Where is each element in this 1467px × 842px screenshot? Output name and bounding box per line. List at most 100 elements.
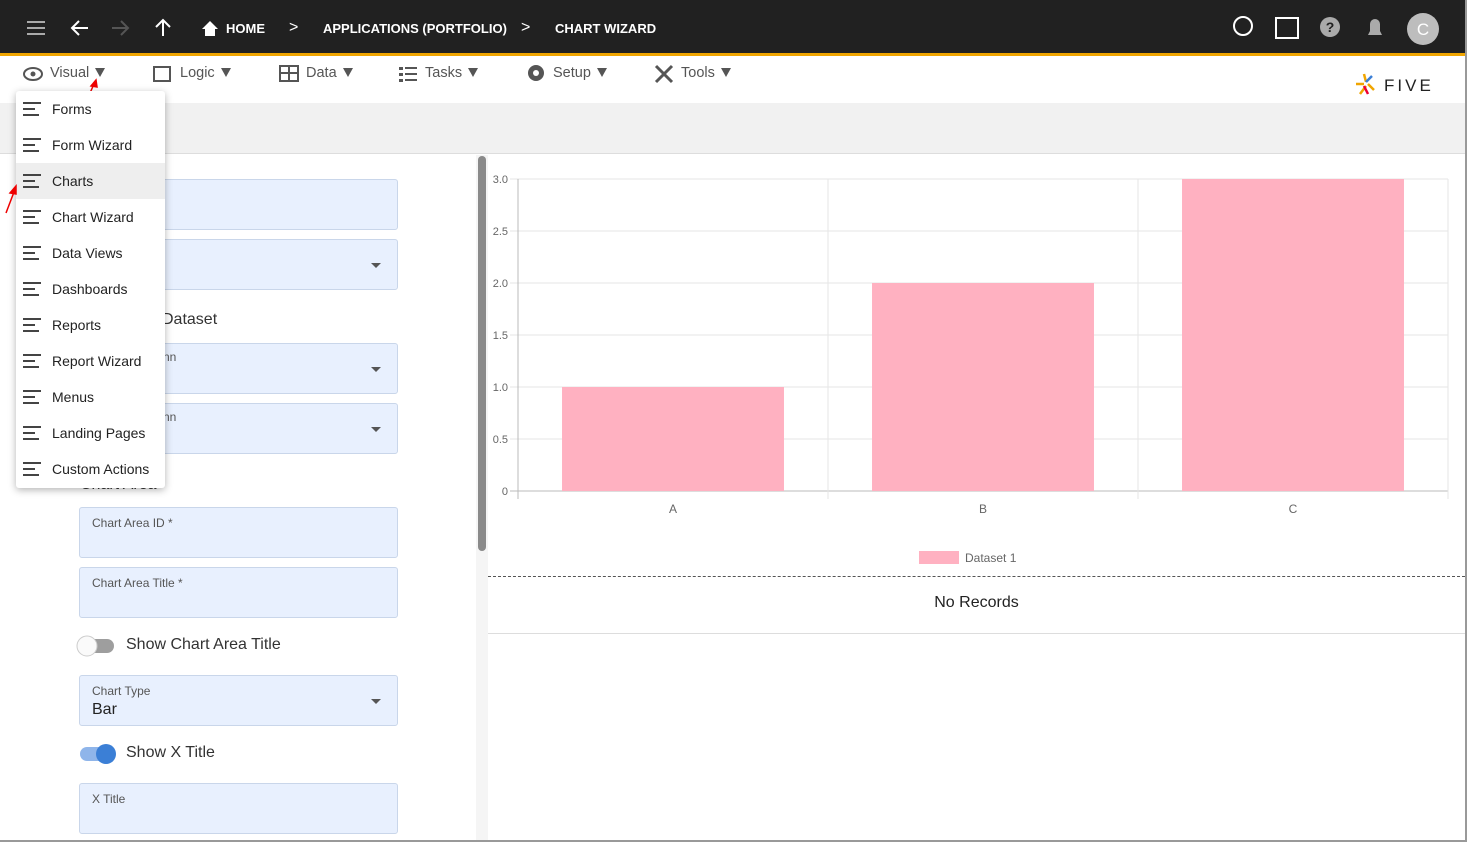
- bar: [1182, 179, 1404, 491]
- avatar[interactable]: C: [1405, 11, 1441, 47]
- menu-tasks[interactable]: Tasks: [425, 65, 479, 81]
- menu-item[interactable]: Landing Pages: [16, 415, 165, 451]
- menu-item[interactable]: Dashboards: [16, 271, 165, 307]
- scrollbar-thumb[interactable]: [478, 156, 486, 551]
- menu-icon: [23, 100, 41, 118]
- menu-icon: [23, 136, 41, 154]
- toolbar-strip: [0, 103, 1465, 154]
- menu-icon: [23, 388, 41, 406]
- menu-item-label: Custom Actions: [52, 461, 150, 477]
- menu-item-label: Dashboards: [52, 281, 128, 297]
- menu-bar: Visual Logic Data Tasks Setup Tools FIVE: [0, 56, 1467, 103]
- y-tick-label: 3.0: [493, 174, 508, 186]
- menu-label: Tools: [681, 65, 715, 81]
- menu-icon: [23, 244, 41, 262]
- text-field[interactable]: X Title: [79, 783, 398, 834]
- svg-text:?: ?: [1326, 19, 1335, 35]
- nav-icons: [27, 18, 218, 36]
- menu-item[interactable]: Data Views: [16, 235, 165, 271]
- menu-data[interactable]: Data: [306, 65, 353, 81]
- logo-text: FIVE: [1384, 76, 1434, 95]
- menu-item[interactable]: Menus: [16, 379, 165, 415]
- section-heading: Dataset: [162, 311, 218, 328]
- y-tick-label: 2.0: [493, 278, 508, 290]
- menu-item-label: Menus: [52, 389, 95, 405]
- breadcrumb[interactable]: APPLICATIONS (PORTFOLIO): [323, 21, 507, 36]
- y-tick-label: 0.5: [493, 434, 508, 446]
- x-tick-label: B: [979, 502, 987, 516]
- dropdown-menu: Forms Form Wizard Charts Chart Wizard Data V…: [16, 91, 165, 488]
- toggle-off[interactable]: [76, 633, 120, 659]
- annotation-arrow: [5, 183, 17, 214]
- select-field[interactable]: Chart Type Bar: [79, 675, 398, 726]
- field-label: Chart Area ID *: [92, 516, 173, 530]
- menu-visual[interactable]: Visual: [50, 65, 106, 81]
- menu-item-label: Form Wizard: [52, 137, 133, 153]
- field-label: X Title: [92, 792, 126, 806]
- separator: >: [289, 19, 299, 36]
- toolbar-icons[interactable]: ?: [1225, 0, 1405, 53]
- menu-item[interactable]: Report Wizard: [16, 343, 165, 379]
- empty-message: No Records: [934, 594, 1019, 611]
- menu-icon: [23, 460, 41, 478]
- field-label: nn: [163, 350, 177, 364]
- legend-swatch: [919, 551, 959, 564]
- menu-icon: [23, 424, 41, 442]
- window-edge: [0, 840, 1467, 842]
- field-label: Chart Area Title *: [92, 576, 183, 590]
- menu-item-label: Charts: [52, 173, 94, 189]
- field-value: Bar: [92, 701, 117, 718]
- avatar-initial: C: [1417, 20, 1429, 39]
- menu-logic[interactable]: Logic: [180, 65, 231, 81]
- menu-item-label: Forms: [52, 101, 92, 117]
- legend-label: Dataset 1: [965, 551, 1017, 565]
- chart: 0 0.5 1.0 1.5 2.0 2.5 3.0 A B C Dataset 1: [493, 174, 1449, 565]
- menu-item-label: Chart Wizard: [52, 209, 134, 225]
- menu-tools[interactable]: Tools: [681, 65, 731, 81]
- y-tick-label: 2.5: [493, 226, 508, 238]
- menu-label: Setup: [553, 65, 591, 81]
- window-edge: [1465, 0, 1467, 842]
- menu-label: Data: [306, 65, 337, 81]
- menu-icon: [23, 208, 41, 226]
- menu-icon: [23, 280, 41, 298]
- divider: [488, 633, 1465, 634]
- divider: [488, 576, 1465, 577]
- menu-item[interactable]: Reports: [16, 307, 165, 343]
- menu-item[interactable]: Charts: [16, 163, 165, 199]
- y-tick-label: 1.5: [493, 330, 508, 342]
- menu-label: Logic: [180, 65, 215, 81]
- y-tick-label: 1.0: [493, 382, 508, 394]
- breadcrumb[interactable]: HOME: [226, 21, 265, 36]
- menu-item[interactable]: Custom Actions: [16, 451, 165, 487]
- text-field[interactable]: Chart Area Title *: [79, 567, 398, 618]
- field-label: Chart Type: [92, 684, 151, 698]
- text-field[interactable]: Chart Area ID *: [79, 507, 398, 558]
- bar: [562, 387, 784, 491]
- logo: FIVE: [1356, 73, 1434, 95]
- toggle-label: Show Chart Area Title: [126, 636, 281, 653]
- menu-icon: [23, 172, 41, 190]
- top-bar: HOME > APPLICATIONS (PORTFOLIO) > CHART …: [0, 0, 1467, 56]
- menu-item[interactable]: Form Wizard: [16, 127, 165, 163]
- menu-item[interactable]: Forms: [16, 91, 165, 127]
- y-tick-label: 0: [502, 486, 508, 498]
- menu-label: Visual: [50, 65, 90, 81]
- menu-item-label: Report Wizard: [52, 353, 142, 369]
- menu-label: Tasks: [425, 65, 463, 81]
- menu-item-label: Data Views: [52, 245, 123, 261]
- menu-setup[interactable]: Setup: [553, 65, 607, 81]
- toggle-label: Show X Title: [126, 744, 215, 761]
- menu-icon: [23, 352, 41, 370]
- menu-item-label: Reports: [52, 317, 102, 333]
- menu-item[interactable]: Chart Wizard: [16, 199, 165, 235]
- x-tick-label: A: [669, 502, 677, 516]
- menu-icon: [23, 316, 41, 334]
- breadcrumb: CHART WIZARD: [555, 21, 657, 36]
- toggle-on[interactable]: [76, 741, 120, 767]
- separator: >: [521, 19, 531, 36]
- field-label: nn: [163, 410, 177, 424]
- bar: [872, 283, 1094, 491]
- x-tick-label: C: [1289, 502, 1298, 516]
